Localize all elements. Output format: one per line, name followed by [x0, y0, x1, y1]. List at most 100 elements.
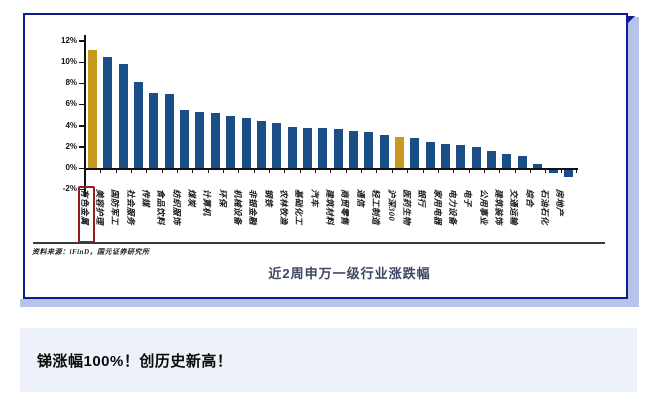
label-highlight-box — [78, 186, 95, 243]
x-tick-mark — [146, 169, 148, 173]
bar-label-text: 交通运输 — [509, 189, 520, 226]
x-tick-mark — [422, 169, 424, 173]
bar-label-text: 钢铁 — [263, 189, 274, 208]
bar-label-text: 农林牧渔 — [279, 189, 290, 226]
bar-label: 汽车 — [310, 188, 324, 246]
bar-label: 电子 — [463, 188, 477, 246]
bar-label-text: 房地产 — [555, 189, 566, 217]
panel-corner-mark-icon — [628, 16, 635, 23]
bar-label: 医药生物 — [402, 188, 416, 246]
bar-label: 房地产 — [555, 188, 569, 246]
bar — [241, 118, 251, 168]
x-tick-mark — [176, 169, 178, 173]
bar — [502, 154, 512, 168]
source-divider — [33, 242, 605, 244]
x-tick-mark — [391, 169, 393, 173]
x-tick-mark — [376, 169, 378, 173]
bar-label: 银行 — [417, 188, 431, 246]
bar-label: 电力设备 — [448, 188, 462, 246]
bar-label-text: 家用电器 — [432, 189, 443, 226]
bar — [210, 112, 220, 168]
bar-label: 纺织服饰 — [172, 188, 186, 246]
bar-label-text: 通信 — [355, 189, 366, 208]
bar-label: 环保 — [218, 188, 232, 246]
bar-label-text: 电力设备 — [447, 189, 458, 226]
headline-panel: 锑涨幅100%！创历史新高！ — [20, 328, 637, 392]
bar — [487, 151, 497, 168]
bar — [195, 111, 205, 168]
y-tick-label: 4% — [65, 120, 77, 130]
x-tick-mark — [345, 169, 347, 173]
bar-label-text: 银行 — [417, 189, 428, 208]
y-tick-label: -2% — [62, 184, 77, 194]
x-tick-mark — [161, 169, 163, 173]
bar-label: 沪深300 — [387, 188, 401, 246]
headline-text: 锑涨幅100%！创历史新高！ — [37, 352, 233, 370]
bar-label-text: 医药生物 — [401, 189, 412, 226]
x-tick-mark — [192, 169, 194, 173]
bar — [425, 141, 435, 168]
x-tick-mark — [299, 169, 301, 173]
bar-label: 交通运输 — [509, 188, 523, 246]
x-tick-mark — [238, 169, 240, 173]
bar-label: 轻工制造 — [371, 188, 385, 246]
bar-label-text: 食品饮料 — [156, 189, 167, 226]
bar — [348, 130, 358, 168]
x-tick-mark — [407, 169, 409, 173]
bar-label: 钢铁 — [264, 188, 278, 246]
x-tick-mark — [269, 169, 271, 173]
bar — [364, 131, 374, 168]
bar-label-text: 传媒 — [140, 189, 151, 208]
chart-caption: 近2周申万一级行业涨跌幅 — [268, 266, 431, 281]
bar-label: 食品饮料 — [156, 188, 170, 246]
x-tick-mark — [483, 169, 485, 173]
x-tick-mark — [361, 169, 363, 173]
bar-label-text: 公用事业 — [478, 189, 489, 226]
bar — [318, 127, 328, 168]
x-tick-mark — [130, 169, 132, 173]
x-tick-mark — [468, 169, 470, 173]
bar-label-text: 轻工制造 — [371, 189, 382, 226]
bar-label-text: 建筑装饰 — [493, 189, 504, 226]
y-tick-mark — [79, 125, 84, 127]
bar-label-text: 建筑材料 — [325, 189, 336, 226]
bar-label-text: 基础化工 — [294, 189, 305, 226]
y-tick-label: 12% — [60, 35, 77, 45]
bar-label: 煤炭 — [187, 188, 201, 246]
x-tick-mark — [222, 169, 224, 173]
bar-label: 计算机 — [202, 188, 216, 246]
bar-label-text: 计算机 — [202, 189, 213, 217]
y-tick-mark — [79, 40, 84, 42]
bar-label-text: 沪深300 — [386, 189, 397, 222]
bar-label-text: 美容护理 — [94, 189, 105, 226]
bar — [88, 50, 97, 168]
bar — [563, 170, 573, 178]
chart-panel: 12% 10% 8% 6% 4% 2% 0% -2% 有色金属 美容护理 国防军工 社会服务 传媒 食品饮… — [23, 13, 628, 299]
bar — [333, 128, 343, 168]
x-tick-mark — [315, 169, 317, 173]
bar-label-text: 机械设备 — [233, 189, 243, 226]
bar-label-text: 商贸零售 — [340, 189, 351, 226]
bar-label-text: 汽车 — [309, 189, 320, 208]
bar-label-text: 社会服务 — [125, 189, 136, 226]
bar-label-text: 纺织服饰 — [171, 189, 182, 226]
bar — [302, 127, 312, 168]
bar — [180, 109, 190, 168]
y-tick-mark — [79, 103, 84, 106]
bar-label: 公用事业 — [479, 188, 493, 246]
bar-label: 基础化工 — [294, 188, 308, 246]
bar-label-text: 国防军工 — [110, 189, 121, 226]
bar — [410, 138, 420, 168]
y-tick-label: 6% — [65, 99, 77, 109]
bar — [395, 137, 404, 168]
bar — [441, 143, 451, 168]
bar-label-text: 煤炭 — [186, 189, 197, 208]
bar — [379, 135, 389, 168]
x-tick-mark — [560, 169, 562, 173]
bar-label: 建筑装饰 — [494, 188, 508, 246]
x-tick-mark — [453, 169, 455, 173]
bar-label-text: 石油石化 — [540, 189, 550, 226]
source-note: 资料来源：iFinD，国元证券研究所 — [32, 248, 150, 256]
bar-label-text: 电子 — [463, 189, 474, 208]
x-tick-mark — [499, 169, 501, 173]
